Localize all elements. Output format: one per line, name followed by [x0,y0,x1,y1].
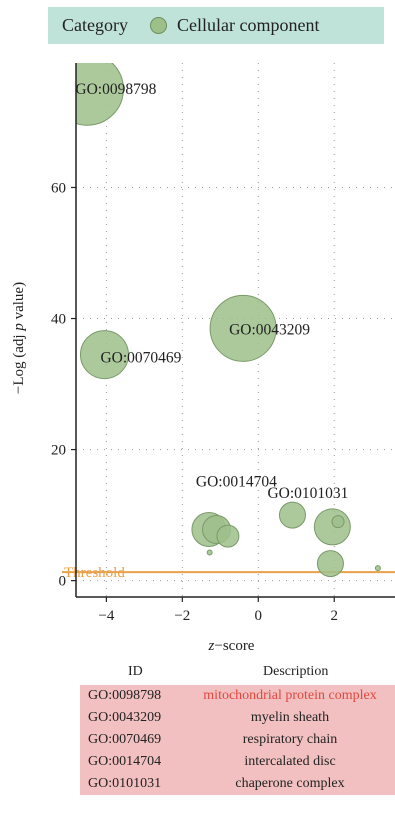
x-tick-label: 2 [330,608,338,624]
table-header-description: Description [263,664,329,679]
row-description: intercalated disc [244,754,336,769]
bubble-point [79,330,129,380]
row-id: GO:0101031 [88,776,162,791]
y-tick-label: 60 [51,180,66,196]
row-description: chaperone complex [235,776,345,791]
bubble-point [313,508,351,546]
y-tick-label: 20 [51,443,66,459]
bubble-point [316,550,344,578]
table-header-id: ID [128,664,143,679]
bubble-point [374,565,381,572]
table-row: GO:0070469 respiratory chain [80,729,395,751]
legend-swatch [149,17,167,34]
row-id: GO:0070469 [88,732,162,747]
table-row: GO:0101031 chaperone complex [80,773,395,795]
threshold-label: Threshold [64,565,125,581]
row-description: respiratory chain [242,732,338,747]
row-description: mitochondrial protein complex [203,688,377,703]
table-row: GO:0043209 myelin sheath [80,707,395,729]
legend-entry: Cellular component [176,15,320,35]
y-tick-label: 40 [51,312,66,328]
go-term-label: GO:0014704 [196,474,277,491]
table-row: GO:0098798 mitochondrial protein complex [80,685,395,707]
x-tick-label: 0 [255,608,263,624]
go-term-label: GO:0043209 [229,321,310,338]
table-header: ID Description [80,664,395,684]
go-term-label: GO:0070469 [100,350,181,367]
legend: Category Cellular component [48,7,384,44]
bubble-point [209,294,277,362]
go-table: GO:0098798 mitochondrial protein complex G… [80,685,395,795]
row-id: GO:0043209 [88,710,162,725]
x-axis-label: z−score [208,638,255,654]
bubble-point [76,63,124,126]
table-row: GO:0014704 intercalated disc [80,751,395,773]
bubble-point [206,549,213,556]
bubble-point [216,524,240,548]
row-description: myelin sheath [250,710,330,725]
go-term-label: GO:0101031 [267,485,348,502]
x-tick-label: −4 [98,608,114,624]
y-tick-label: 0 [59,574,67,590]
bubble-point [278,501,306,529]
x-tick-label: −2 [174,608,190,624]
y-axis-label: −Log (adj p value) [11,282,27,394]
row-id: GO:0098798 [88,688,162,703]
row-id: GO:0014704 [88,754,162,769]
bubble-point [331,515,345,529]
legend-title: Category [62,15,128,35]
go-term-label: GO:0098798 [75,81,156,98]
